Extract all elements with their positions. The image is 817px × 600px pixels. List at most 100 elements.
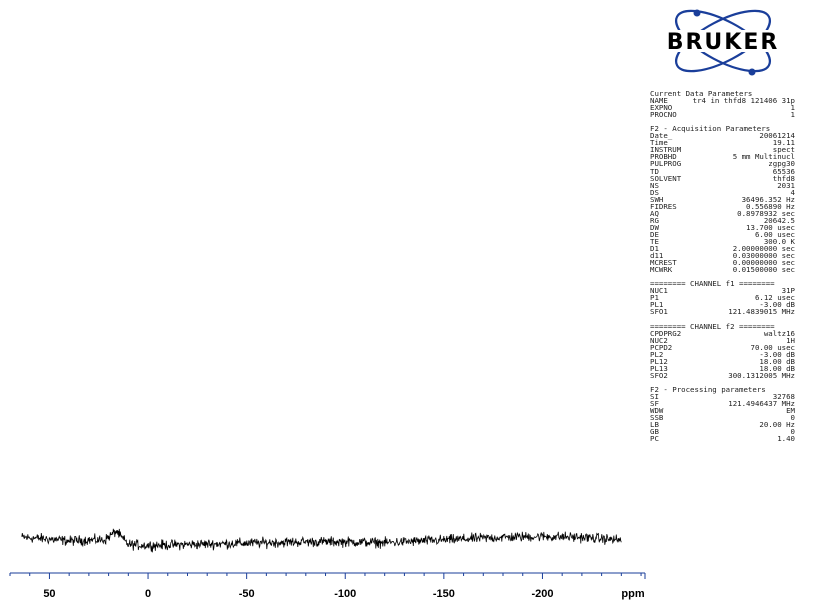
param-value: 1 xyxy=(790,103,795,113)
param-value: 65536 xyxy=(772,166,795,176)
param-row: INSTRUM spect xyxy=(650,146,795,153)
param-value: 20642.5 xyxy=(763,215,795,225)
param-row: TE 300.0 K xyxy=(650,238,795,245)
param-value: 121.4839015 MHz xyxy=(728,307,795,317)
param-key: EXPNO xyxy=(650,103,673,113)
param-key: PL1 xyxy=(650,300,664,310)
param-key: TE xyxy=(650,236,659,246)
param-row: WDW EM xyxy=(650,407,795,414)
param-value: thfd8 xyxy=(772,173,795,183)
param-value: tr4 in thfd8 121406 31p xyxy=(692,96,795,106)
param-row: RG 20642.5 xyxy=(650,217,795,224)
param-row: NAME tr4 in thfd8 121406 31p xyxy=(650,97,795,104)
tick-label: 0 xyxy=(145,588,151,600)
param-row: SI 32768 xyxy=(650,393,795,400)
param-key: SFO2 xyxy=(650,370,668,380)
param-value: 0.8978932 sec xyxy=(737,208,795,218)
param-row: MCWRK 0.01500000 sec xyxy=(650,266,795,273)
param-value: EM xyxy=(786,406,795,416)
atom-orbit-icon xyxy=(654,9,792,76)
param-value: 2031 xyxy=(777,180,795,190)
param-key: CPDPRG2 xyxy=(650,328,682,338)
param-value: 1H xyxy=(786,335,795,345)
param-key: Date_ xyxy=(650,131,673,141)
param-key: PCPD2 xyxy=(650,342,673,352)
param-row: SOLVENT thfd8 xyxy=(650,173,795,183)
x-axis-label: ppm xyxy=(621,588,644,600)
param-row: d11 0.03000000 sec xyxy=(650,252,795,259)
param-row: P1 6.12 usec xyxy=(650,294,795,301)
param-value: 5 mm Multinucl xyxy=(732,152,795,162)
param-row: SWH 36496.352 Hz xyxy=(650,194,795,204)
tick-label: -100 xyxy=(334,588,356,600)
param-row: Time 19.11 xyxy=(650,139,795,146)
param-key: MCWRK xyxy=(650,265,673,275)
param-key: D1 xyxy=(650,244,659,254)
param-value: 0 xyxy=(790,427,795,437)
param-value: 19.11 xyxy=(772,138,795,148)
param-row: PL2 -3.00 dB xyxy=(650,351,795,358)
param-key: NAME xyxy=(650,96,668,106)
param-key: PULPROG xyxy=(650,159,682,169)
param-value: 20061214 xyxy=(759,131,795,141)
param-key: SWH xyxy=(650,194,664,204)
param-row: SSB 0 xyxy=(650,414,795,421)
param-value: 6.00 usec xyxy=(754,229,795,239)
param-row: NUC2 1H xyxy=(650,335,795,345)
param-row: LB 20.00 Hz xyxy=(650,421,795,428)
param-key: DW xyxy=(650,222,659,232)
param-value: 0.03000000 sec xyxy=(732,251,795,261)
param-row: PL1 -3.00 dB xyxy=(650,301,795,308)
param-key: NUC2 xyxy=(650,335,668,345)
param-value: 121.4946437 MHz xyxy=(728,399,795,409)
param-row: Date_ 20061214 xyxy=(650,132,795,139)
param-row: AQ 0.8978932 sec xyxy=(650,210,795,217)
param-row: GB 0 xyxy=(650,428,795,435)
param-value: waltz16 xyxy=(763,328,795,338)
param-row: PCPD2 70.00 usec xyxy=(650,342,796,352)
param-value: spect xyxy=(772,145,795,155)
param-value: 300.1312005 MHz xyxy=(728,370,795,380)
tick-label: -200 xyxy=(531,588,553,600)
param-row: PROBHD 5 mm Multinucl xyxy=(650,153,795,160)
parameter-panel: Current Data Parameters NAME tr4 in thfd8 … xyxy=(650,89,796,443)
param-value: 4 xyxy=(790,187,795,197)
param-key: RG xyxy=(650,215,659,225)
param-key: SF xyxy=(650,399,659,409)
param-value: zgpg30 xyxy=(768,159,795,169)
param-key: P1 xyxy=(650,293,659,303)
param-value: 2.00000000 sec xyxy=(732,244,795,254)
param-row: TD 65536 xyxy=(650,166,795,176)
spectrum-trace xyxy=(21,528,622,553)
param-row: SFO1 121.4839015 MHz xyxy=(650,308,795,315)
tick-label: -50 xyxy=(239,588,255,600)
param-key: d11 xyxy=(650,251,664,261)
param-key: DE xyxy=(650,229,659,239)
tick-label: 50 xyxy=(43,588,55,600)
param-row: FIDRES 0.556890 Hz xyxy=(650,203,795,210)
param-key: SSB xyxy=(650,413,664,423)
param-value: 70.00 usec xyxy=(750,342,796,352)
param-value: 1 xyxy=(790,110,795,120)
tick-label: -150 xyxy=(433,588,455,600)
param-value: 6.12 usec xyxy=(754,293,795,303)
param-row: D1 2.00000000 sec xyxy=(650,245,795,252)
param-row: SFO2 300.1312005 MHz xyxy=(650,372,795,379)
param-key: PL13 xyxy=(650,363,668,373)
param-key: SFO1 xyxy=(650,307,668,317)
param-row: SF 121.4946437 MHz xyxy=(650,400,795,407)
param-value: 0.556890 Hz xyxy=(746,201,795,211)
param-value: -3.00 dB xyxy=(759,349,795,359)
param-value: 18.00 dB xyxy=(759,363,795,373)
param-key: WDW xyxy=(650,406,664,416)
param-key: AQ xyxy=(650,208,659,218)
param-value: -3.00 dB xyxy=(759,300,795,310)
param-row: DE 6.00 usec xyxy=(650,231,795,238)
param-key: DS xyxy=(650,187,659,197)
param-row: PL12 18.00 dB xyxy=(650,358,795,365)
param-value: 300.0 K xyxy=(763,236,795,246)
param-section-title: Current Data Parameters xyxy=(650,89,753,98)
param-key: NS xyxy=(650,180,659,190)
param-key: Time xyxy=(650,138,668,148)
